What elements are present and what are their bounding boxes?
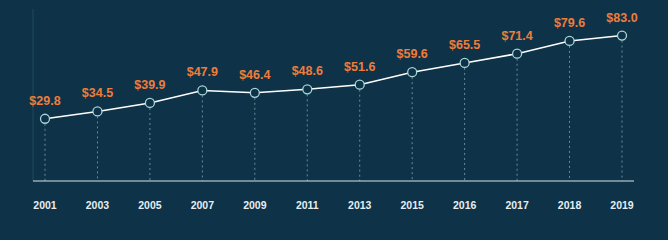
data-label: $83.0: [606, 11, 637, 25]
marks: [41, 31, 627, 181]
drop-line: [464, 63, 465, 181]
marker: [303, 85, 312, 94]
drop-line: [307, 89, 308, 181]
x-tick-label: 2015: [401, 199, 425, 211]
data-label: $46.4: [239, 68, 270, 82]
x-tick-label: 2019: [610, 199, 634, 211]
x-tick-label: 2001: [33, 199, 57, 211]
marker: [408, 68, 417, 77]
x-tick-label: 2011: [296, 199, 319, 211]
x-tick-label: 2007: [191, 199, 215, 211]
drop-line: [45, 119, 46, 181]
x-tick-label: 2013: [348, 199, 372, 211]
marker: [565, 36, 574, 45]
marker: [145, 98, 154, 107]
x-tick-label: 2003: [86, 199, 110, 211]
data-label: $79.6: [554, 16, 585, 30]
data-label: $65.5: [449, 38, 480, 52]
marker: [618, 31, 627, 40]
data-label: $39.9: [134, 78, 165, 92]
line: [45, 36, 622, 119]
drop-line: [202, 90, 203, 181]
x-tick-label: 2018: [558, 199, 582, 211]
chart: 2001 2003 2005 2007 2009 2011 2013 2015 2016 2017…: [0, 0, 668, 240]
x-tick-label: 2005: [138, 199, 162, 211]
data-label: $71.4: [501, 29, 532, 43]
marker: [198, 86, 207, 95]
drop-line: [359, 85, 360, 181]
drop-line: [517, 54, 518, 181]
drop-line: [97, 111, 98, 181]
data-label: $51.6: [344, 60, 375, 74]
page: {"chart_data": {"type": "line", "categor…: [0, 0, 668, 240]
marker: [93, 107, 102, 116]
x-tick-label: 2017: [505, 199, 529, 211]
x-tick-label: 2016: [453, 199, 477, 211]
drop-line: [412, 72, 413, 181]
data-label: $29.8: [29, 94, 60, 108]
x-axis: [33, 181, 634, 182]
data-label: $47.9: [187, 65, 218, 79]
drop-line: [254, 93, 255, 181]
marker: [41, 114, 50, 123]
marker: [355, 80, 364, 89]
background: [0, 0, 668, 240]
data-label: $59.6: [397, 47, 428, 61]
marker: [250, 88, 259, 97]
marker: [513, 49, 522, 58]
drop-line: [569, 41, 570, 181]
drop-line: [149, 103, 150, 181]
x-tick-label: 2009: [243, 199, 267, 211]
data-label: $48.6: [292, 64, 323, 78]
marker: [460, 58, 469, 67]
data-label: $34.5: [82, 86, 113, 100]
drop-line: [622, 36, 623, 181]
